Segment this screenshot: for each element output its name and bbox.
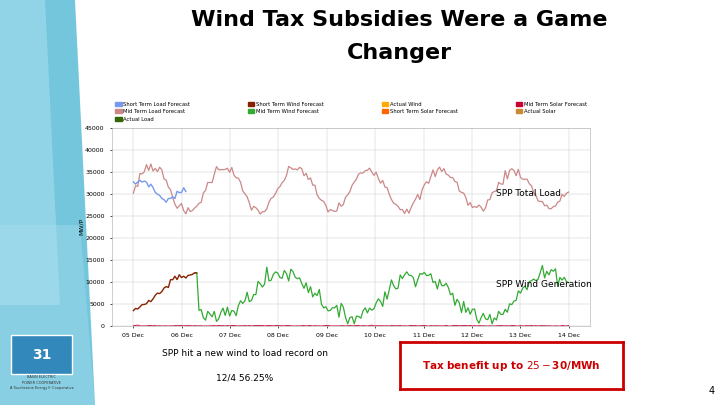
Text: SPP Wind Generation: SPP Wind Generation xyxy=(497,279,593,289)
Text: SPP Total Load: SPP Total Load xyxy=(497,189,562,198)
Polygon shape xyxy=(0,0,60,305)
Polygon shape xyxy=(0,225,95,405)
FancyBboxPatch shape xyxy=(11,335,72,374)
Legend: Short Term Load Forecast, Mid Term Load Forecast, Actual Load, Short Term Wind F: Short Term Load Forecast, Mid Term Load … xyxy=(114,100,588,123)
Text: Tax benefit up to $25-$30/MWh: Tax benefit up to $25-$30/MWh xyxy=(422,358,600,373)
Text: 31: 31 xyxy=(32,348,51,362)
Text: 4: 4 xyxy=(708,386,714,396)
Text: BASIN ELECTRIC
POWER COOPERATIVE
A Touchstone Energy® Cooperative: BASIN ELECTRIC POWER COOPERATIVE A Touch… xyxy=(9,375,73,390)
Polygon shape xyxy=(0,0,95,405)
Text: Changer: Changer xyxy=(347,43,452,62)
Text: SPP hit a new wind to load record on: SPP hit a new wind to load record on xyxy=(162,350,328,358)
Y-axis label: MW/P: MW/P xyxy=(78,218,84,235)
Text: Wind Tax Subsidies Were a Game: Wind Tax Subsidies Were a Game xyxy=(192,10,608,30)
Text: 12/4 56.25%: 12/4 56.25% xyxy=(216,374,274,383)
